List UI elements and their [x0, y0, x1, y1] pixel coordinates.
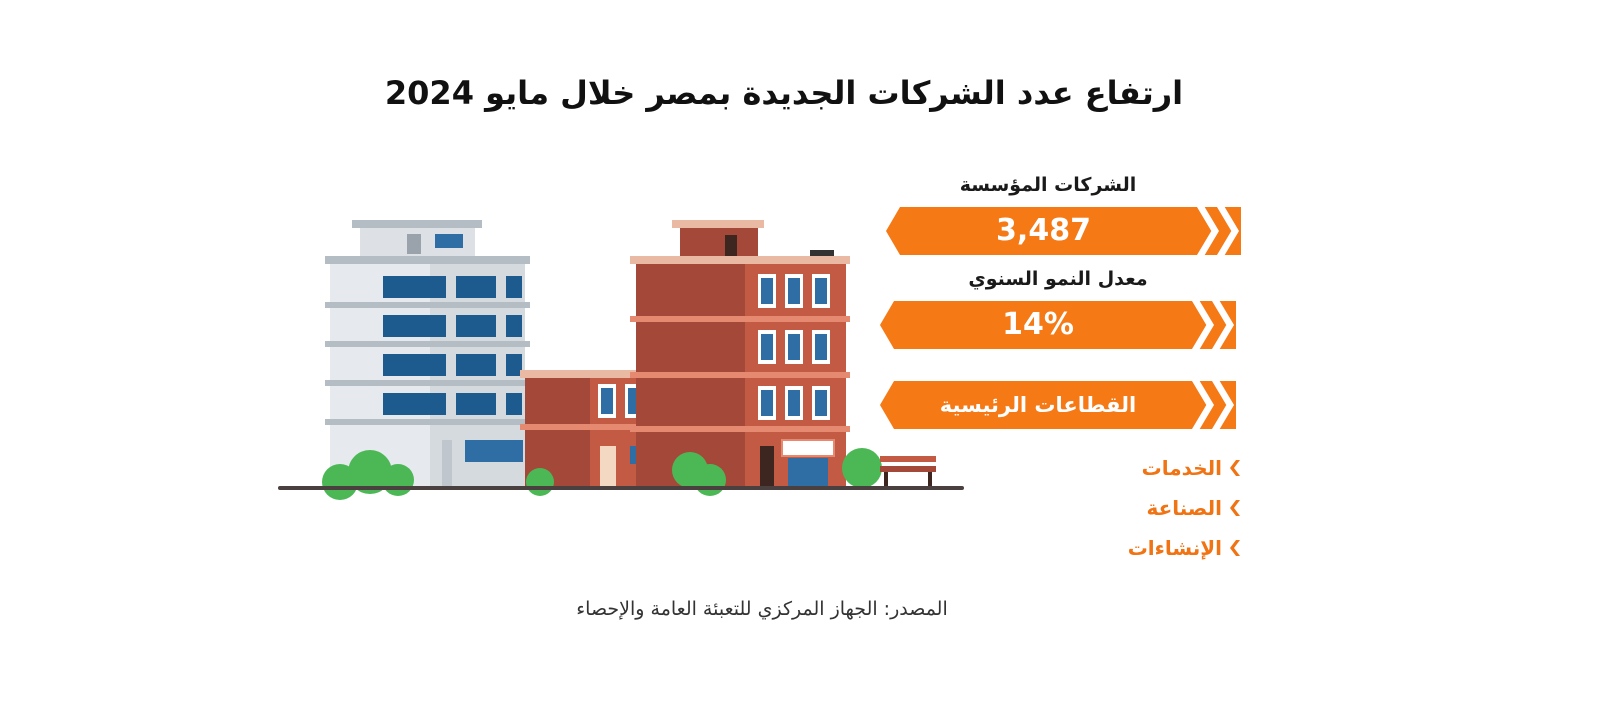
main-sectors-heading: القطاعات الرئيسية	[939, 393, 1137, 417]
buildings-illustration	[278, 220, 964, 500]
chevron-right-icon	[1230, 500, 1240, 516]
tall-brick-building	[630, 220, 850, 486]
sector-item-industry: الصناعة	[1146, 493, 1240, 523]
office-building	[325, 220, 530, 486]
established-companies-banner: 3,487	[886, 207, 1241, 255]
annual-growth-banner: 14%	[880, 301, 1236, 349]
established-companies-value: 3,487	[996, 213, 1091, 248]
chevron-right-icon	[1230, 460, 1240, 476]
sector-label: الصناعة	[1146, 496, 1222, 520]
page-title: ارتفاع عدد الشركات الجديدة بمصر خلال ماي…	[384, 74, 1184, 112]
main-sectors-banner: القطاعات الرئيسية	[880, 381, 1236, 429]
sector-label: الإنشاءات	[1127, 536, 1222, 560]
ground-line	[278, 486, 964, 490]
established-companies-label: الشركات المؤسسة	[959, 174, 1137, 196]
source-note: المصدر: الجهاز المركزي للتعبئة العامة وا…	[576, 598, 948, 620]
sector-item-construction: الإنشاءات	[1128, 533, 1240, 563]
sector-label: الخدمات	[1141, 456, 1222, 480]
sector-item-services: الخدمات	[1142, 453, 1240, 483]
annual-growth-value: 14%	[1002, 307, 1074, 342]
chevron-right-icon	[1230, 540, 1240, 556]
bench	[880, 456, 936, 486]
annual-growth-label: معدل النمو السنوي	[968, 268, 1148, 290]
